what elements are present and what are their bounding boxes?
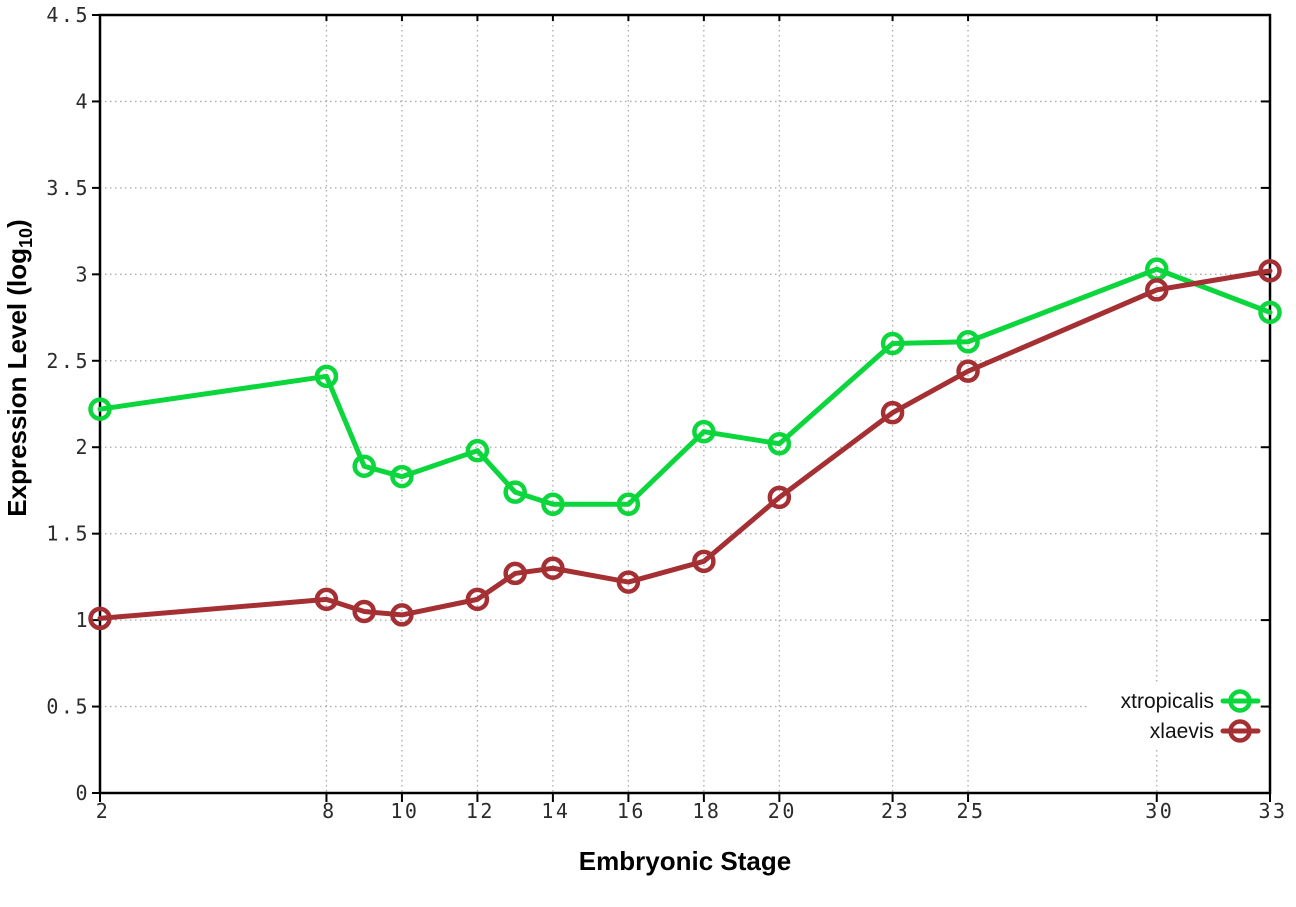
- data-point-xlaevis: [956, 359, 980, 383]
- data-point-xtropicalis: [465, 438, 490, 463]
- data-point-xlaevis: [1258, 259, 1282, 283]
- legend-background: [1088, 682, 1258, 748]
- x-tick-label: 20: [768, 799, 797, 823]
- data-point-xtropicalis: [956, 330, 980, 354]
- data-point-xlaevis: [616, 570, 641, 594]
- x-tick-label: 33: [1258, 799, 1287, 823]
- data-point-xtropicalis: [541, 492, 565, 517]
- y-tick-label: 3: [75, 262, 90, 286]
- data-point-xtropicalis: [390, 464, 414, 489]
- series-xtropicalis: [88, 257, 1282, 517]
- x-tick-label: 10: [390, 799, 419, 823]
- data-point-xlaevis: [692, 549, 716, 574]
- legend-label-xtropicalis: xtropicalis: [1121, 690, 1214, 713]
- data-point-xtropicalis: [314, 364, 339, 389]
- data-point-xlaevis: [390, 603, 414, 627]
- y-tick-labels: 0 0.5 1 1.5 2 2.5 3 3.5 4 4.5: [46, 3, 90, 805]
- y-tick-label: 0.5: [46, 695, 90, 719]
- x-tick-label: 16: [617, 799, 646, 823]
- y-tick-label: 0: [75, 781, 90, 805]
- y-tick-label: 4.5: [46, 3, 90, 27]
- y-tick-label: 1: [75, 608, 90, 632]
- x-tick-label: 14: [541, 799, 570, 823]
- data-point-xlaevis: [465, 587, 490, 612]
- data-point-xtropicalis: [767, 432, 792, 456]
- x-axis-title: Embryonic Stage: [579, 846, 791, 876]
- plot-border: [98, 13, 1272, 795]
- gridlines: [100, 15, 1270, 793]
- y-tick-label: 4: [75, 89, 90, 113]
- data-point-xlaevis: [314, 587, 339, 612]
- x-tick-labels: 2 8 10 12 14 16 18 20 23 25 30 33: [96, 799, 1287, 823]
- legend-label-xlaevis: xlaevis: [1150, 720, 1214, 743]
- x-tick-label: 30: [1145, 799, 1174, 823]
- data-point-xtropicalis: [880, 331, 905, 356]
- legend-marker-xlaevis: [1228, 719, 1252, 743]
- data-point-xtropicalis: [503, 480, 527, 504]
- data-point-xlaevis: [503, 561, 527, 586]
- x-tick-label: 8: [322, 799, 337, 823]
- series-line-xtropicalis: [97, 266, 1273, 507]
- y-tick-label: 3.5: [46, 176, 90, 200]
- data-point-xtropicalis: [88, 397, 112, 421]
- series-line-xlaevis: [97, 268, 1273, 621]
- data-point-xlaevis: [541, 556, 565, 580]
- x-tick-label: 2: [96, 799, 111, 823]
- x-tick-label: 25: [957, 799, 986, 823]
- series-xlaevis: [88, 259, 1282, 631]
- y-tick-label: 2.5: [46, 349, 90, 373]
- data-point-xtropicalis: [616, 492, 641, 517]
- data-point-xlaevis: [1145, 278, 1169, 302]
- x-tick-label: 23: [881, 799, 910, 823]
- data-point-xtropicalis: [692, 419, 716, 444]
- data-point-xlaevis: [88, 606, 112, 631]
- legend-marker-xtropicalis: [1228, 689, 1252, 713]
- y-axis-title: Expression Level (log10): [2, 219, 36, 516]
- data-point-xlaevis: [880, 400, 905, 425]
- x-tick-label: 18: [692, 799, 721, 823]
- data-point-xtropicalis: [1258, 300, 1282, 325]
- legend: xtropicalis xlaevis: [1088, 682, 1261, 748]
- data-point-xlaevis: [767, 485, 792, 510]
- y-tick-label: 2: [75, 435, 90, 459]
- data-point-xlaevis: [352, 599, 376, 624]
- x-tick-label: 12: [466, 799, 495, 823]
- y-tick-label: 1.5: [46, 522, 90, 546]
- data-point-xtropicalis: [352, 454, 376, 478]
